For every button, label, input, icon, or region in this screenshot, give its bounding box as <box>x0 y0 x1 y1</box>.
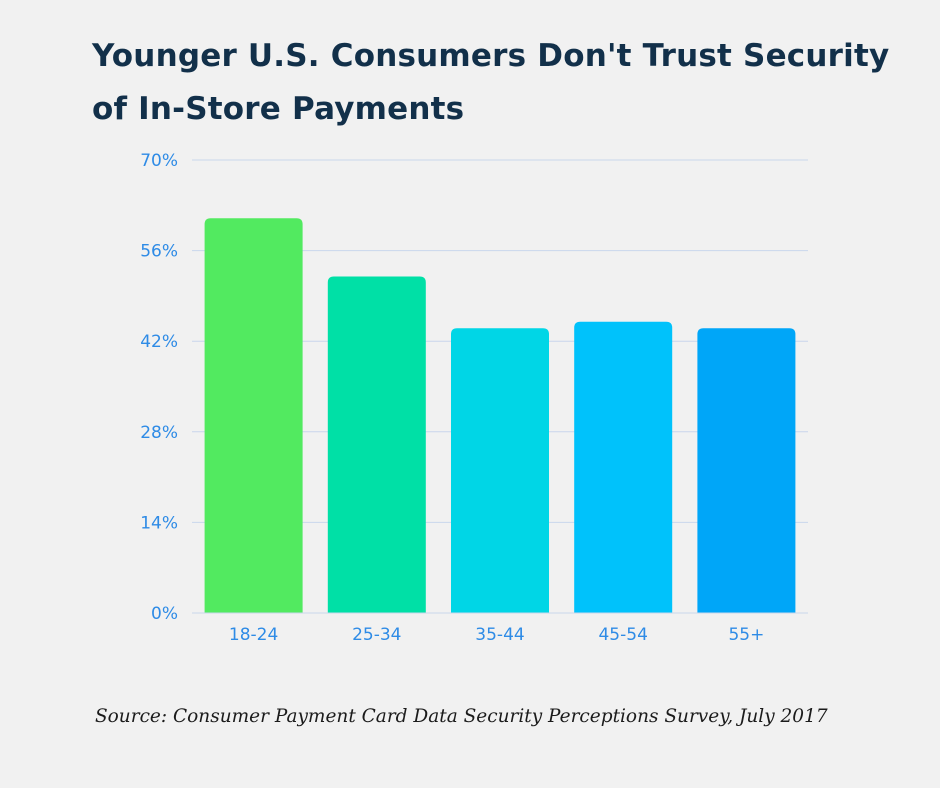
y-tick-label: 0% <box>151 604 178 624</box>
y-tick-label: 56% <box>140 242 178 262</box>
bar-35-44 <box>451 328 549 613</box>
chart-title-line-2: of In-Store Payments <box>92 91 465 127</box>
bar-25-34 <box>327 276 426 613</box>
x-tick-label: 25-34 <box>352 625 401 645</box>
y-tick-label: 42% <box>140 332 178 352</box>
y-tick-label: 14% <box>140 513 178 533</box>
x-tick-label: 55+ <box>728 625 764 645</box>
y-tick-label: 70% <box>140 151 178 171</box>
bar-45-54 <box>574 321 673 613</box>
chart-title: Younger U.S. Consumers Don't Trust Secur… <box>92 30 938 136</box>
bar-18-24 <box>204 218 303 613</box>
source-note: Source: Consumer Payment Card Data Secur… <box>95 706 828 727</box>
y-tick-label: 28% <box>140 423 178 443</box>
x-tick-label: 35-44 <box>475 625 524 645</box>
chart-title-line-1: Younger U.S. Consumers Don't Trust Secur… <box>92 38 890 74</box>
x-tick-label: 18-24 <box>229 625 278 645</box>
x-tick-label: 45-54 <box>598 625 647 645</box>
bar-55+ <box>697 328 796 613</box>
